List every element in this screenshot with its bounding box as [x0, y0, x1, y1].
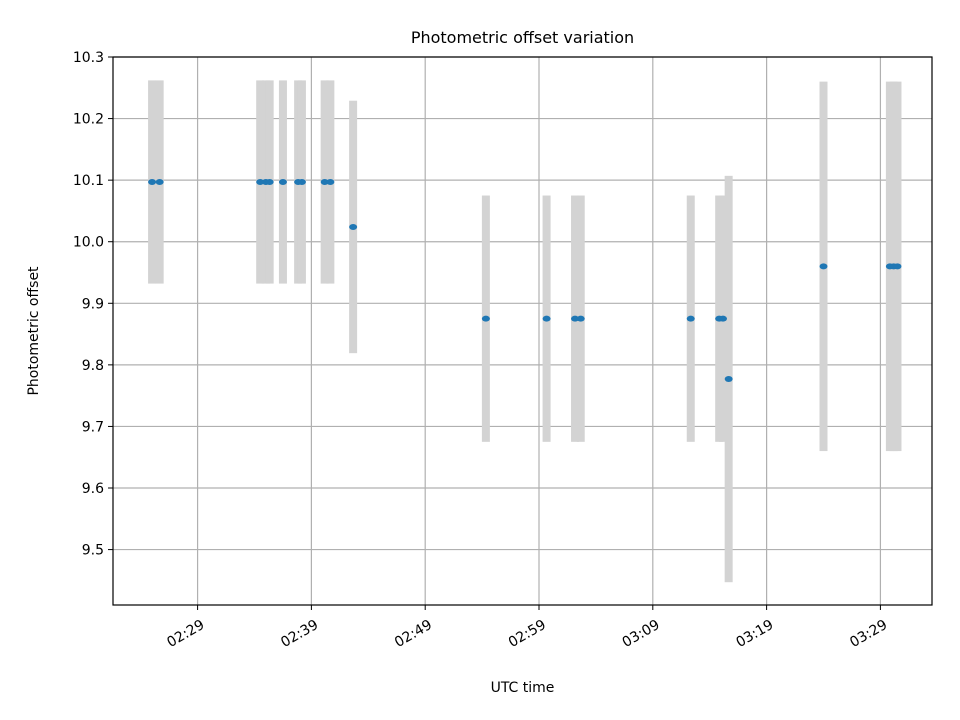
y-tick-label: 9.5	[82, 543, 104, 559]
data-point	[542, 315, 551, 322]
y-tick-label: 10.3	[73, 50, 104, 66]
data-point	[819, 263, 828, 270]
chart-title: Photometric offset variation	[411, 28, 634, 47]
y-tick-label: 10.1	[73, 173, 104, 189]
data-points	[148, 178, 902, 383]
data-point	[576, 315, 585, 322]
data-point	[686, 315, 695, 322]
y-axis-ticks: 9.5 9.6 9.7 9.8 9.9 10.0 10.1 10.2 10.3	[73, 50, 113, 559]
grid-lines	[113, 56, 932, 605]
data-point	[297, 178, 306, 185]
data-point	[148, 178, 157, 185]
data-point	[320, 178, 329, 185]
data-point	[571, 315, 580, 322]
data-point	[724, 376, 733, 383]
data-point	[718, 315, 727, 322]
y-axis-label: Photometric offset	[26, 266, 42, 396]
y-tick-label: 10.0	[73, 235, 104, 251]
x-axis-label: UTC time	[491, 680, 555, 696]
y-tick-label: 9.8	[82, 358, 104, 374]
data-point	[326, 178, 335, 185]
data-point	[155, 178, 164, 185]
y-tick-label: 9.9	[82, 296, 104, 312]
axes-frame	[112, 56, 933, 606]
y-tick-label: 9.6	[82, 481, 104, 497]
data-point	[481, 315, 490, 322]
data-point	[278, 178, 287, 185]
data-point	[349, 223, 358, 230]
data-point	[265, 178, 274, 185]
y-tick-label: 9.7	[82, 419, 104, 435]
y-tick-label: 10.2	[73, 112, 104, 128]
data-point	[893, 263, 902, 270]
data-point	[256, 178, 265, 185]
